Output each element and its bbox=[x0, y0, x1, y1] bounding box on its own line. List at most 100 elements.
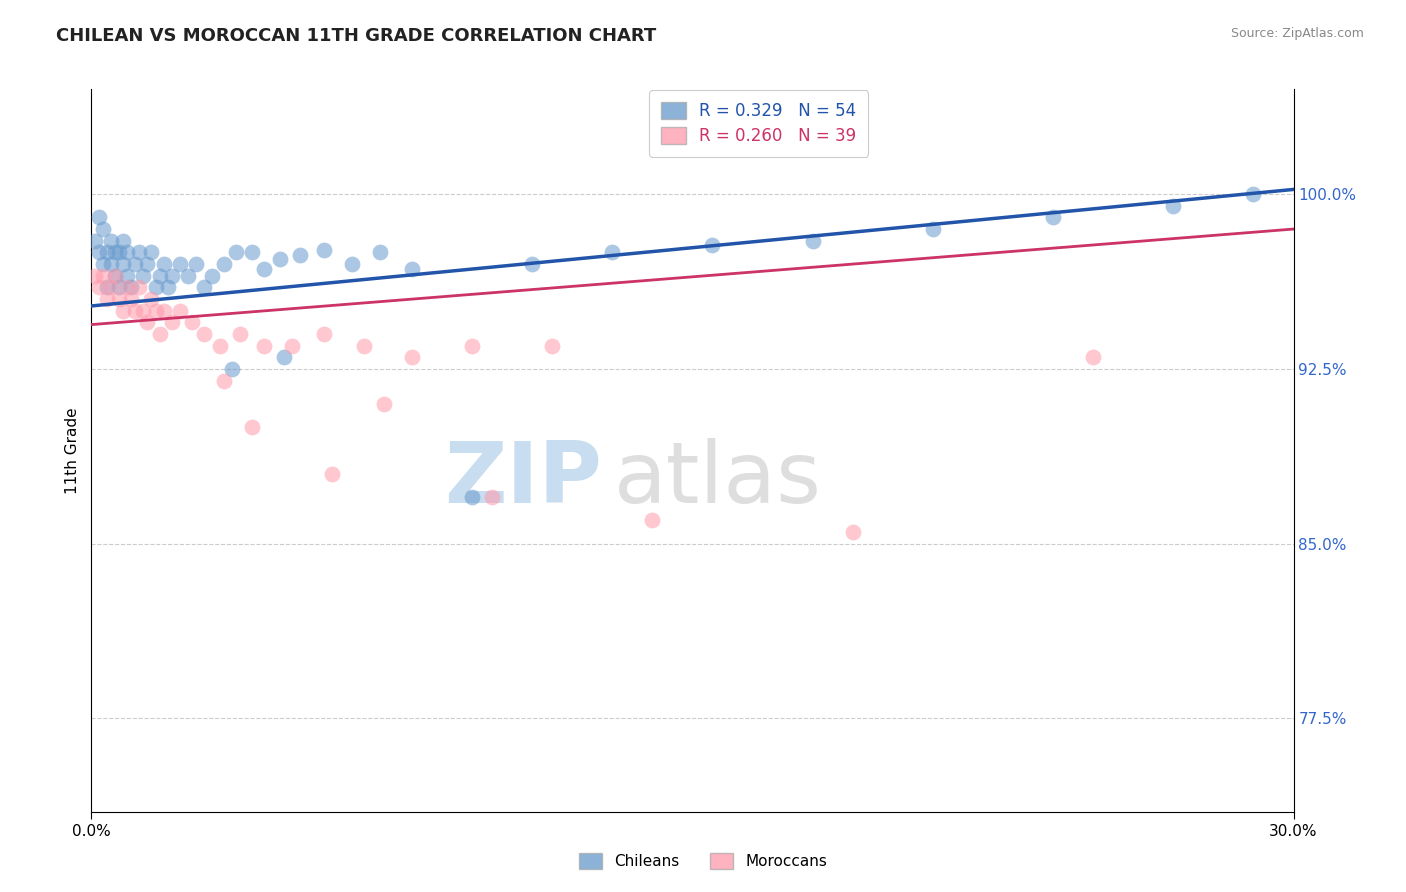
Point bbox=[481, 490, 503, 504]
Point bbox=[461, 338, 484, 352]
Point bbox=[201, 268, 224, 283]
Point bbox=[288, 248, 311, 262]
Point bbox=[100, 234, 122, 248]
Text: Source: ZipAtlas.com: Source: ZipAtlas.com bbox=[1230, 27, 1364, 40]
Point bbox=[212, 257, 235, 271]
Point bbox=[1163, 199, 1185, 213]
Point bbox=[841, 524, 863, 539]
Legend: Chileans, Moroccans: Chileans, Moroccans bbox=[572, 847, 834, 875]
Y-axis label: 11th Grade: 11th Grade bbox=[65, 407, 80, 494]
Point bbox=[228, 326, 250, 341]
Point bbox=[240, 420, 263, 434]
Point bbox=[89, 245, 111, 260]
Point bbox=[145, 280, 167, 294]
Point bbox=[193, 326, 215, 341]
Text: CHILEAN VS MOROCCAN 11TH GRADE CORRELATION CHART: CHILEAN VS MOROCCAN 11TH GRADE CORRELATI… bbox=[56, 27, 657, 45]
Point bbox=[136, 257, 159, 271]
Text: ZIP: ZIP bbox=[444, 438, 602, 521]
Point bbox=[340, 257, 363, 271]
Point bbox=[401, 261, 423, 276]
Point bbox=[269, 252, 291, 267]
Point bbox=[84, 268, 107, 283]
Point bbox=[169, 257, 191, 271]
Point bbox=[176, 268, 198, 283]
Point bbox=[401, 350, 423, 364]
Point bbox=[602, 245, 624, 260]
Point bbox=[89, 280, 111, 294]
Point bbox=[132, 268, 155, 283]
Point bbox=[132, 303, 155, 318]
Point bbox=[225, 245, 247, 260]
Point bbox=[281, 338, 304, 352]
Point bbox=[124, 257, 146, 271]
Point bbox=[641, 513, 664, 527]
Point bbox=[541, 338, 564, 352]
Legend: R = 0.329   N = 54, R = 0.260   N = 39: R = 0.329 N = 54, R = 0.260 N = 39 bbox=[650, 90, 868, 157]
Point bbox=[160, 268, 183, 283]
Point bbox=[112, 257, 135, 271]
Text: atlas: atlas bbox=[614, 438, 823, 521]
Point bbox=[253, 338, 276, 352]
Point bbox=[112, 234, 135, 248]
Point bbox=[180, 315, 202, 329]
Point bbox=[128, 280, 150, 294]
Point bbox=[368, 245, 391, 260]
Point bbox=[240, 245, 263, 260]
Point bbox=[145, 303, 167, 318]
Point bbox=[148, 268, 170, 283]
Point bbox=[84, 234, 107, 248]
Point bbox=[104, 268, 127, 283]
Point bbox=[253, 261, 276, 276]
Point bbox=[273, 350, 295, 364]
Point bbox=[117, 268, 139, 283]
Point bbox=[702, 238, 724, 252]
Point bbox=[93, 257, 115, 271]
Point bbox=[312, 326, 335, 341]
Point bbox=[152, 257, 174, 271]
Point bbox=[96, 292, 118, 306]
Point bbox=[212, 374, 235, 388]
Point bbox=[124, 303, 146, 318]
Point bbox=[208, 338, 231, 352]
Point bbox=[321, 467, 343, 481]
Point bbox=[148, 326, 170, 341]
Point bbox=[128, 245, 150, 260]
Point bbox=[93, 268, 115, 283]
Point bbox=[104, 268, 127, 283]
Point bbox=[922, 222, 945, 236]
Point bbox=[141, 292, 163, 306]
Point bbox=[312, 243, 335, 257]
Point bbox=[96, 280, 118, 294]
Point bbox=[112, 303, 135, 318]
Point bbox=[108, 292, 131, 306]
Point bbox=[373, 397, 395, 411]
Point bbox=[156, 280, 179, 294]
Point bbox=[184, 257, 207, 271]
Point bbox=[121, 280, 143, 294]
Point bbox=[89, 211, 111, 225]
Point bbox=[522, 257, 544, 271]
Point bbox=[152, 303, 174, 318]
Point bbox=[108, 245, 131, 260]
Point bbox=[221, 362, 243, 376]
Point bbox=[108, 280, 131, 294]
Point bbox=[93, 222, 115, 236]
Point bbox=[193, 280, 215, 294]
Point bbox=[1083, 350, 1105, 364]
Point bbox=[169, 303, 191, 318]
Point bbox=[96, 245, 118, 260]
Point bbox=[104, 245, 127, 260]
Point bbox=[160, 315, 183, 329]
Point bbox=[136, 315, 159, 329]
Point bbox=[121, 292, 143, 306]
Point bbox=[1243, 187, 1265, 202]
Point bbox=[353, 338, 375, 352]
Point bbox=[100, 280, 122, 294]
Point bbox=[141, 245, 163, 260]
Point bbox=[117, 280, 139, 294]
Point bbox=[100, 257, 122, 271]
Point bbox=[117, 245, 139, 260]
Point bbox=[1042, 211, 1064, 225]
Point bbox=[801, 234, 824, 248]
Point bbox=[461, 490, 484, 504]
